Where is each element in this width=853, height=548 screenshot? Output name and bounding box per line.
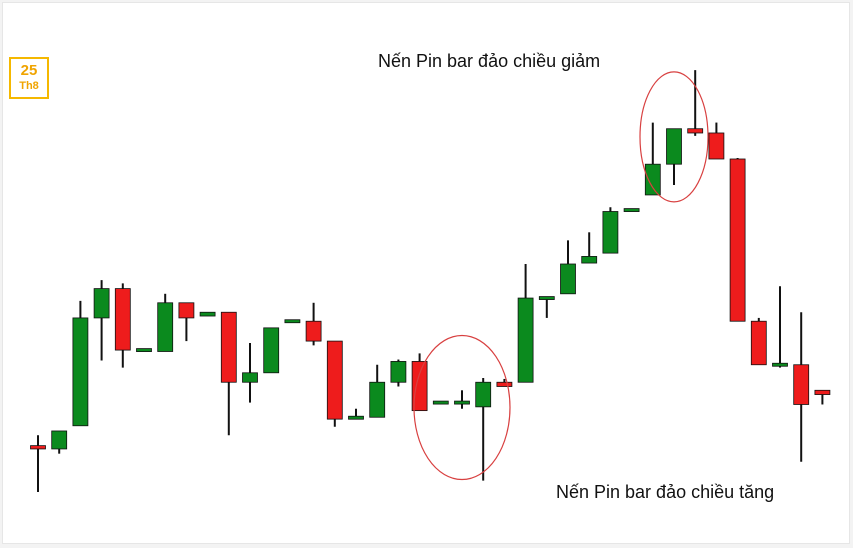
candle-body-bullish [538,296,555,300]
date-badge-day: 25 [20,62,38,79]
candle-body-bullish [390,361,407,383]
candle-body-bullish [242,372,258,383]
candle-body-bearish [30,445,46,450]
pin-bar-bullish-circle [413,334,511,481]
candle-body-bearish [178,302,195,319]
candle-body-bearish [814,389,831,395]
candle-body-bullish [454,400,470,405]
candle-body-bearish [220,311,237,383]
candle-body-bearish [729,158,746,322]
candle-body-bullish [666,128,682,165]
candle-body-bearish [326,340,343,420]
candle-body-bullish [602,211,619,254]
date-badge: 25 Th8 [9,57,49,99]
candle-body-bearish [114,288,131,351]
candle-body-bullish [284,319,301,324]
candle-body-bullish [517,297,534,383]
candle-body-bullish [560,263,576,295]
pin-bar-bearish-circle [639,71,709,203]
candle-body-bullish [93,288,110,319]
candle-body-bearish [793,364,810,405]
candle-body-bearish [750,320,767,366]
candle-body-bullish [157,302,174,352]
candle-body-bullish [432,400,449,405]
candle-body-bullish [475,381,492,408]
candle-body-bullish [369,381,386,418]
candles-layer [30,70,831,492]
candle-body-bearish [496,381,513,387]
candle-body-bullish [644,163,661,196]
candle-body-bullish [581,256,598,264]
candle-body-bullish [51,430,68,450]
annotation-bearish-pin-bar: Nến Pin bar đảo chiều giảm [378,51,600,71]
candle-body-bullish [72,317,89,427]
candle-body-bearish [687,128,704,134]
date-badge-month: Th8 [19,80,39,92]
candle-body-bullish [772,362,788,367]
annotation-bullish-pin-bar: Nến Pin bar đảo chiều tăng [556,482,774,502]
candle-body-bullish [348,415,364,420]
candle-body-bullish [136,348,152,352]
candle-body-bearish [411,361,428,412]
candle-body-bearish [305,320,322,342]
candle-body-bullish [263,327,280,374]
candle-body-bullish [623,208,640,212]
candle-body-bearish [708,132,725,160]
candle-body-bullish [199,311,216,317]
